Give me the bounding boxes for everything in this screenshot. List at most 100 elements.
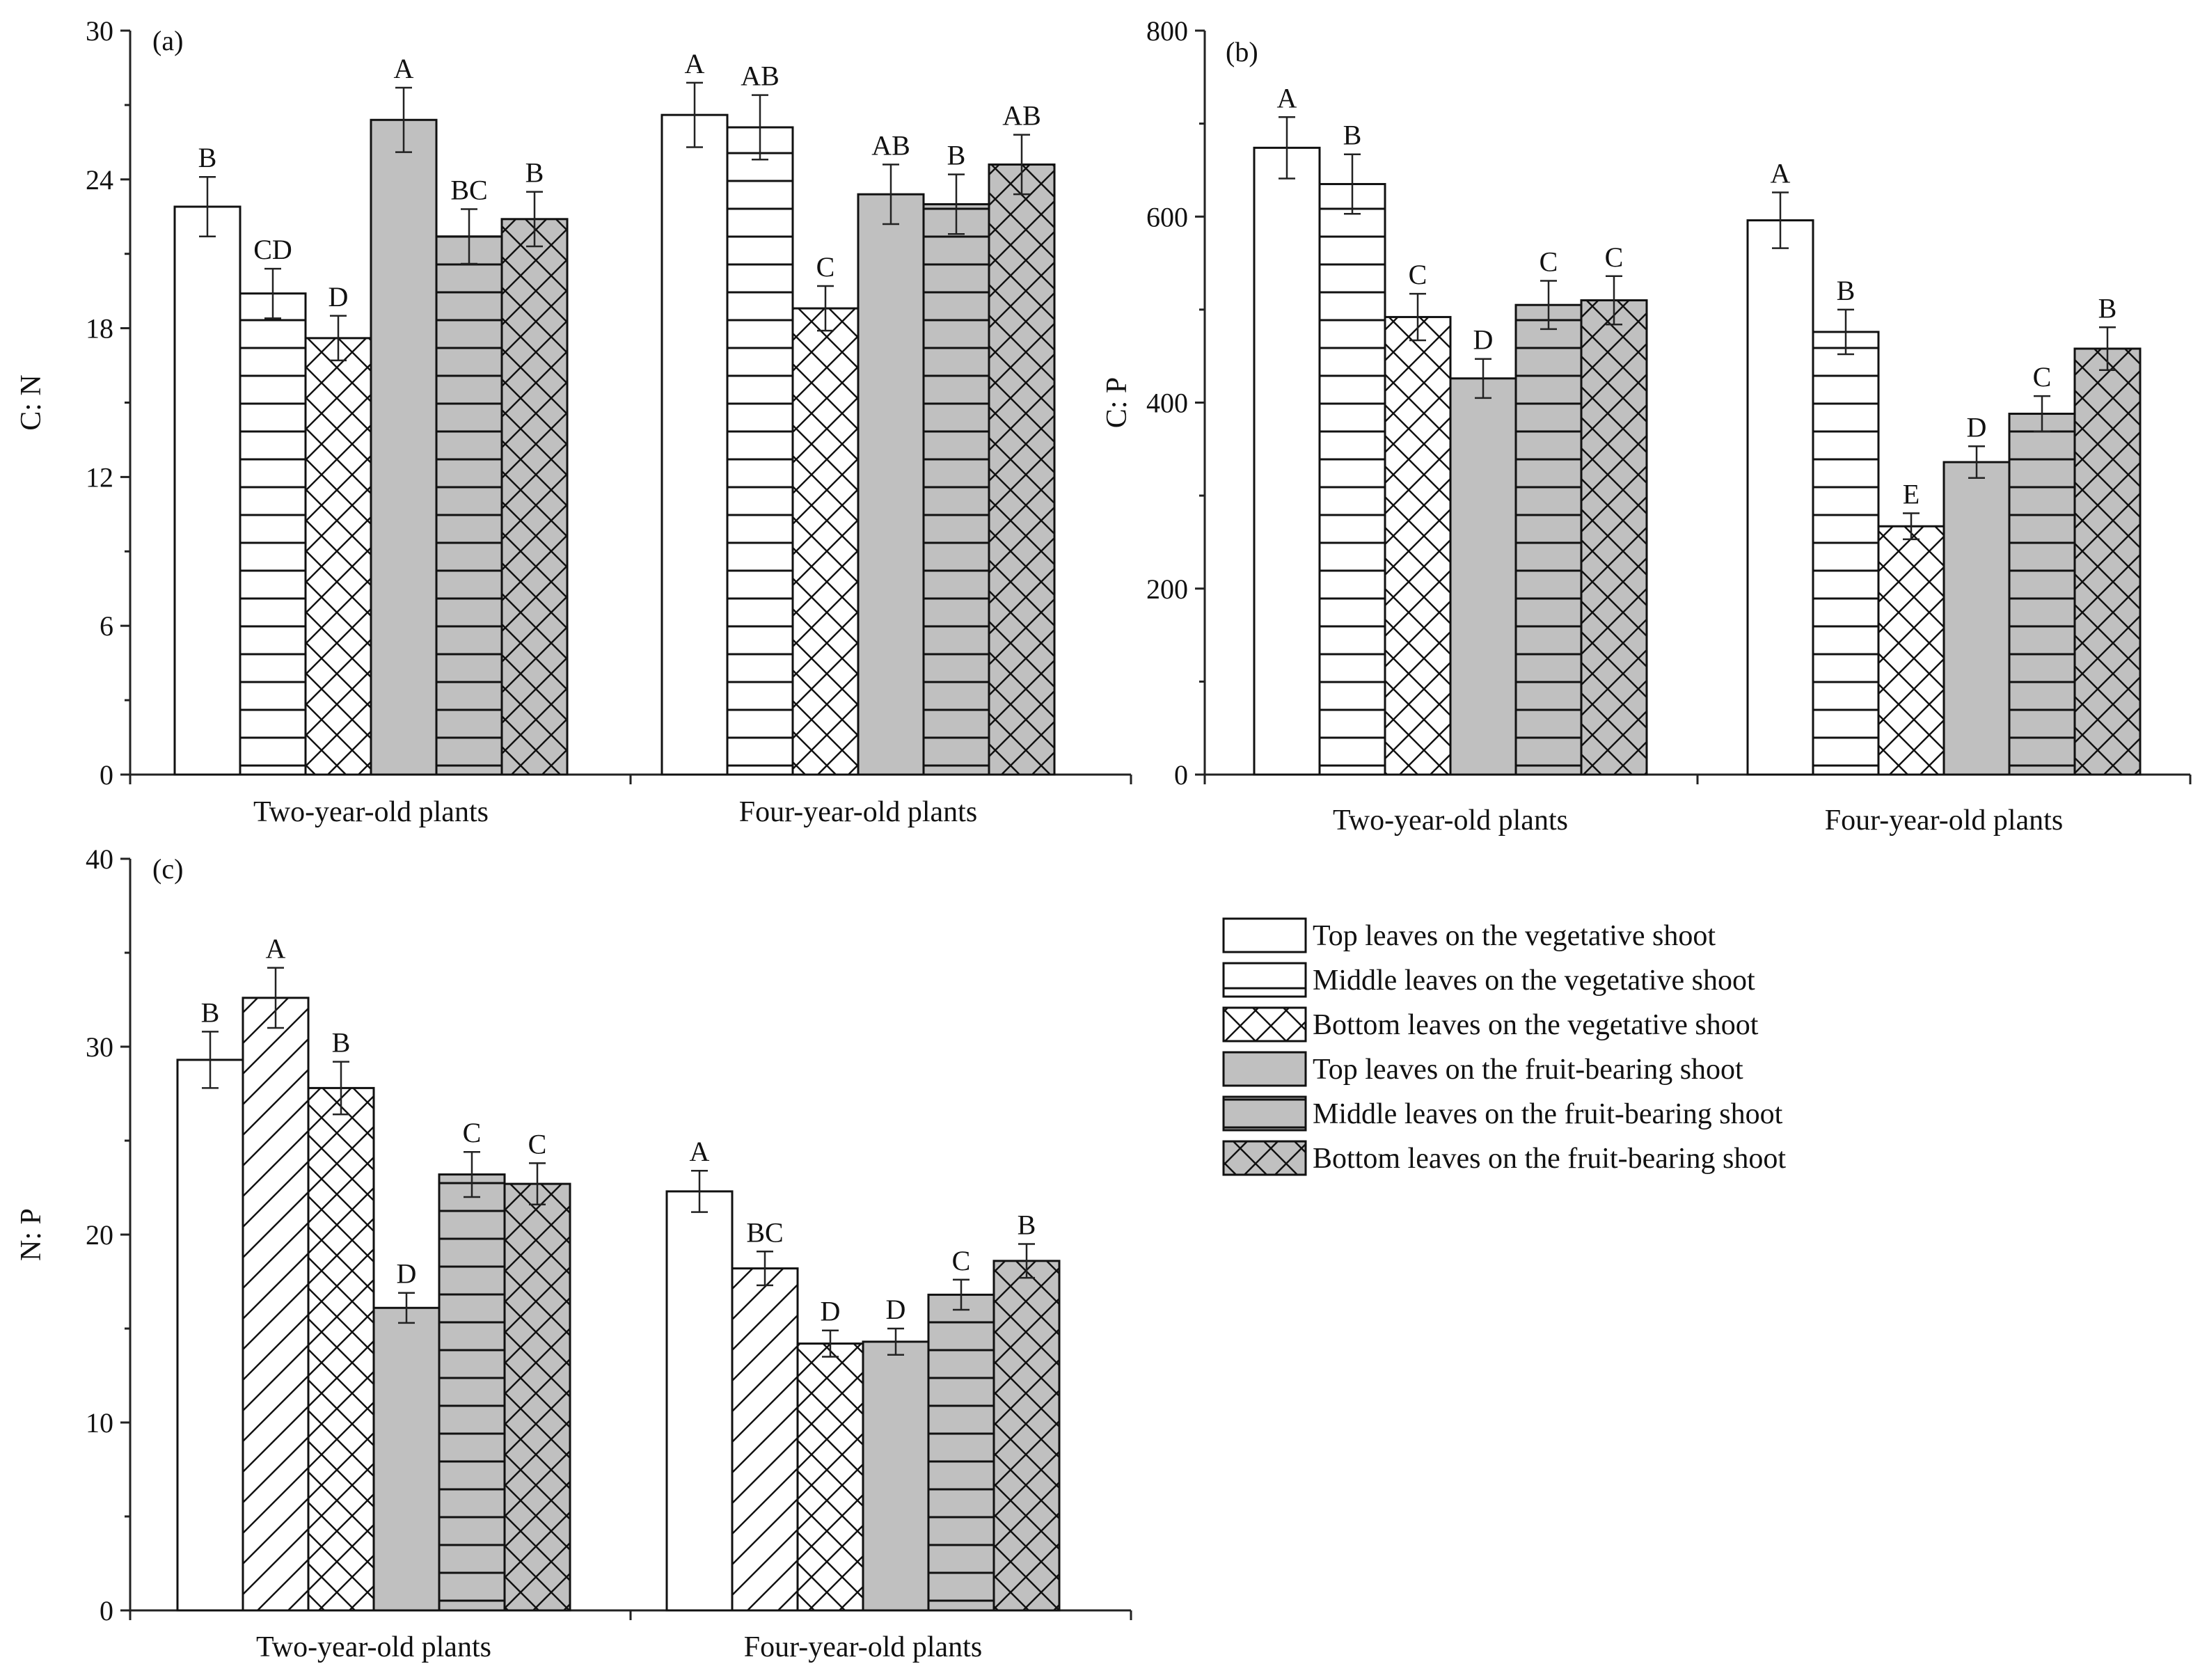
significance-letter: A (685, 48, 705, 79)
category-label: Two-year-old plants (256, 1631, 491, 1663)
y-tick-label: 18 (86, 313, 113, 344)
y-tick-label: 20 (86, 1219, 113, 1251)
legend-label: Top leaves on the fruit-bearing shoot (1313, 1054, 1743, 1086)
bar (863, 1341, 928, 1610)
y-tick-label: 24 (86, 164, 113, 196)
bar-pattern (308, 1088, 374, 1610)
significance-letter: C (463, 1117, 482, 1148)
legend-swatch (1224, 919, 1306, 952)
bar-pattern (1385, 317, 1450, 775)
significance-letter: C (1409, 259, 1427, 290)
y-tick-label: 200 (1146, 573, 1188, 605)
legend-swatch-pattern (1224, 1008, 1306, 1041)
bar-pattern (727, 127, 793, 775)
bar-pattern (2009, 413, 2075, 775)
legend-swatch (1224, 1052, 1306, 1086)
panel-c-np-chart: 0 10 20 30 40 N: P (c) Two-year-old plants Four-… (15, 843, 1132, 1663)
bar (858, 194, 924, 775)
panel-b-cp-chart: 0 200 400 600 800 C: P (b) Two-year-old plants F… (1101, 15, 2192, 837)
legend-swatch-outline (1222, 962, 1307, 998)
y-axis-label: C: N (15, 374, 47, 431)
bar-pattern (439, 1174, 505, 1610)
y-axis-label: N: P (15, 1208, 47, 1261)
significance-letter: A (266, 933, 286, 965)
bar-pattern (793, 308, 858, 775)
legend-label: Bottom leaves on the vegetative shoot (1313, 1009, 1759, 1041)
legend-swatch-pattern (1224, 963, 1306, 997)
y-tick-label: 600 (1146, 201, 1188, 232)
significance-letter: B (1343, 120, 1362, 151)
legend-swatch-outline (1222, 1095, 1307, 1132)
significance-letter: A (394, 53, 414, 84)
legend-label: Middle leaves on the vegetative shoot (1313, 965, 1755, 997)
y-tick-label: 40 (86, 843, 113, 875)
legend-swatch-pattern (1224, 1141, 1306, 1175)
bar-pattern (924, 204, 989, 775)
bar-pattern (502, 219, 567, 775)
bar-pattern (505, 1184, 570, 1610)
significance-letter: B (1018, 1210, 1036, 1241)
significance-letter: B (201, 997, 220, 1028)
bar (1254, 148, 1320, 775)
panel-letter: (b) (1226, 36, 1258, 68)
legend-label: Bottom leaves on the fruit-bearing shoot (1313, 1143, 1786, 1175)
significance-letter: BC (450, 175, 487, 206)
y-tick-label: 6 (100, 610, 113, 642)
significance-letter: B (198, 142, 217, 173)
y-tick-label: 12 (86, 461, 113, 493)
significance-letter: B (332, 1027, 351, 1059)
y-tick-label: 0 (1174, 759, 1188, 791)
bar-pattern (928, 1294, 994, 1610)
significance-letter: E (1903, 479, 1920, 510)
significance-letter: C (528, 1128, 547, 1159)
bar (175, 206, 240, 775)
category-label: Four-year-old plants (744, 1631, 982, 1663)
bar-pattern (1320, 184, 1385, 775)
legend-label: Middle leaves on the fruit-bearing shoot (1313, 1098, 1783, 1130)
legend-swatch-outline (1222, 1140, 1307, 1176)
bar-pattern (1581, 300, 1647, 775)
bar (1748, 220, 1813, 775)
bar (371, 120, 436, 775)
significance-letter: D (886, 1294, 906, 1325)
legend-swatch-pattern (1224, 1097, 1306, 1130)
legend: Top leaves on the vegetative shoot Middle… (1222, 917, 1786, 1176)
bar-pattern (243, 997, 308, 1610)
y-tick-label: 400 (1146, 388, 1188, 419)
significance-letter: D (821, 1296, 841, 1327)
bar-pattern (1878, 526, 1944, 775)
bar-pattern (240, 293, 306, 775)
significance-letter: AB (1002, 100, 1041, 132)
significance-letter: B (525, 157, 544, 189)
significance-letter: AB (871, 129, 910, 161)
bar (1450, 378, 1516, 775)
bar (667, 1191, 732, 1610)
panel-letter: (a) (152, 25, 183, 56)
category-label: Two-year-old plants (1333, 805, 1568, 837)
significance-letter: C (1605, 241, 1624, 273)
bar-pattern (436, 236, 502, 775)
significance-letter: A (690, 1136, 710, 1167)
bar (374, 1308, 439, 1610)
bar-pattern (798, 1343, 863, 1610)
significance-letter: B (1837, 275, 1855, 306)
bar-pattern (1516, 305, 1581, 775)
y-tick-label: 10 (86, 1407, 113, 1439)
category-label: Four-year-old plants (739, 796, 977, 828)
significance-letter: A (1277, 82, 1297, 113)
significance-letter: B (947, 140, 966, 171)
significance-letter: D (329, 281, 349, 312)
category-label: Four-year-old plants (1825, 805, 2063, 837)
bar (662, 115, 727, 775)
y-tick-label: 800 (1146, 15, 1188, 47)
bar (177, 1059, 243, 1610)
bar-pattern (1813, 331, 1878, 775)
bar-pattern (732, 1268, 798, 1610)
y-axis-label: C: P (1101, 377, 1133, 429)
significance-letter: CD (253, 234, 292, 265)
category-label: Two-year-old plants (253, 796, 489, 828)
panel-a-cn-chart: 0 6 12 18 24 30 C: N (a) Two-year-old plants Four… (15, 15, 1132, 828)
y-tick-label: 0 (100, 1595, 113, 1626)
panel-letter: (c) (152, 853, 183, 885)
